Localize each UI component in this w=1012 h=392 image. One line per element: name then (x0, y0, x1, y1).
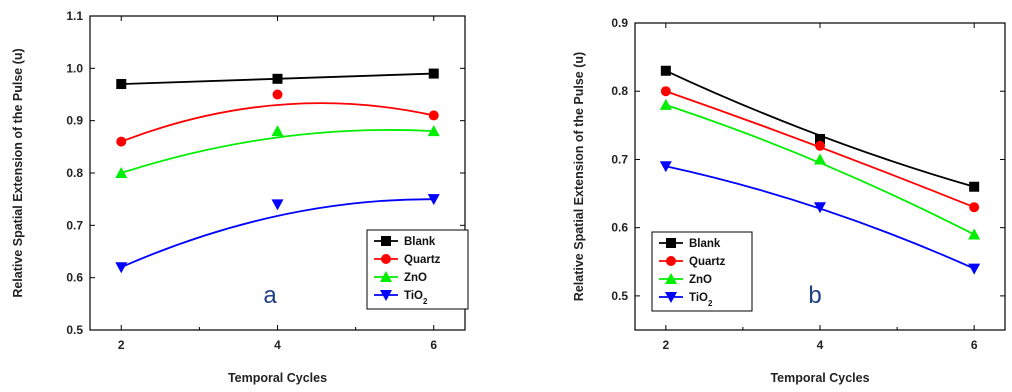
legend-marker (380, 271, 392, 282)
panel-label: a (263, 282, 277, 309)
series-line (120, 198, 434, 269)
y-axis-title: Relative Spatial Extension of the Pulse … (11, 48, 25, 297)
data-point (428, 68, 439, 79)
data-point (116, 136, 127, 147)
y-tick-label: 0.9 (66, 114, 83, 128)
y-tick-label: 0.8 (66, 166, 83, 180)
data-point (116, 79, 127, 90)
y-tick-label: 0.5 (611, 289, 628, 303)
legend-label: ZnO (689, 274, 712, 286)
series-line (665, 69, 975, 188)
data-point (427, 194, 440, 206)
y-tick-label: 0.7 (66, 218, 83, 232)
chart-panel-b: 2 4 6 0.5 0.6 0.7 0.8 0.9 Temporal Cycles Relativ… (572, 16, 1006, 385)
legend-marker (665, 273, 677, 284)
data-point (271, 199, 284, 211)
legend: Blank Quartz ZnO TiO2 (651, 231, 753, 312)
y-tick-label: 0.7 (611, 152, 628, 166)
y-axis-title: Relative Spatial Extension of the Pulse … (572, 52, 586, 301)
data-point (272, 89, 283, 100)
x-axis-title: Temporal Cycles (228, 371, 327, 385)
data-point (660, 65, 671, 76)
y-tick-label: 1.0 (66, 61, 83, 75)
data-point (659, 161, 672, 173)
data-point (814, 153, 826, 165)
series-zno (115, 125, 440, 178)
legend-marker (665, 292, 677, 303)
y-tick-label: 0.8 (611, 84, 628, 98)
y-tick-label: 0.6 (611, 221, 628, 235)
y-tick-label: 0.9 (611, 16, 628, 30)
y-tick-label: 1.1 (66, 9, 83, 23)
series-quartz (116, 89, 439, 147)
legend-marker (381, 254, 391, 264)
data-point (660, 86, 671, 97)
series-tio2 (659, 161, 981, 275)
series-line (120, 129, 434, 174)
legend-marker (380, 290, 392, 301)
legend-marker (666, 238, 676, 248)
x-tick-label: 2 (118, 338, 125, 352)
legend-label: ZnO (404, 272, 427, 284)
x-tick-label: 4 (274, 338, 281, 352)
legend-label: TiO2 (689, 292, 713, 308)
data-point (969, 181, 980, 192)
x-tick-label: 4 (817, 338, 824, 352)
data-point (968, 228, 981, 240)
legend-label: Blank (689, 238, 721, 250)
data-point (427, 125, 440, 137)
series-zno (659, 98, 981, 240)
series-line (665, 104, 975, 236)
x-tick-label: 2 (662, 338, 669, 352)
legend-label: TiO2 (404, 290, 428, 306)
y-tick-label: 0.6 (66, 271, 83, 285)
x-tick-label: 6 (430, 338, 437, 352)
data-point (814, 202, 826, 214)
data-point (969, 202, 980, 213)
data-point (115, 167, 128, 178)
legend-label: Quartz (404, 254, 441, 266)
legend-marker (381, 236, 391, 246)
x-tick-label: 6 (971, 338, 978, 352)
x-axis-title: Temporal Cycles (770, 371, 869, 385)
y-tick-label: 0.5 (66, 323, 83, 337)
data-point (428, 110, 439, 121)
legend-label: Blank (404, 236, 436, 248)
data-point (271, 125, 284, 137)
data-point (115, 262, 128, 274)
series-blank (660, 65, 980, 192)
data-point (659, 98, 672, 110)
chart-panel-a: 2 4 6 0.5 0.6 0.7 0.8 0.9 1.0 1.1 Temporal Cycles R… (11, 9, 469, 385)
series-blank (116, 68, 439, 90)
legend-label: Quartz (689, 256, 726, 268)
legend: Blank Quartz ZnO TiO2 (366, 229, 469, 310)
data-point (815, 133, 825, 144)
data-point (272, 73, 283, 84)
data-point (815, 140, 825, 151)
series-tio2 (115, 194, 440, 274)
data-point (968, 263, 981, 275)
panel-label: b (808, 282, 821, 309)
series-line (120, 102, 434, 143)
legend-marker (666, 256, 676, 266)
series-quartz (660, 86, 980, 213)
